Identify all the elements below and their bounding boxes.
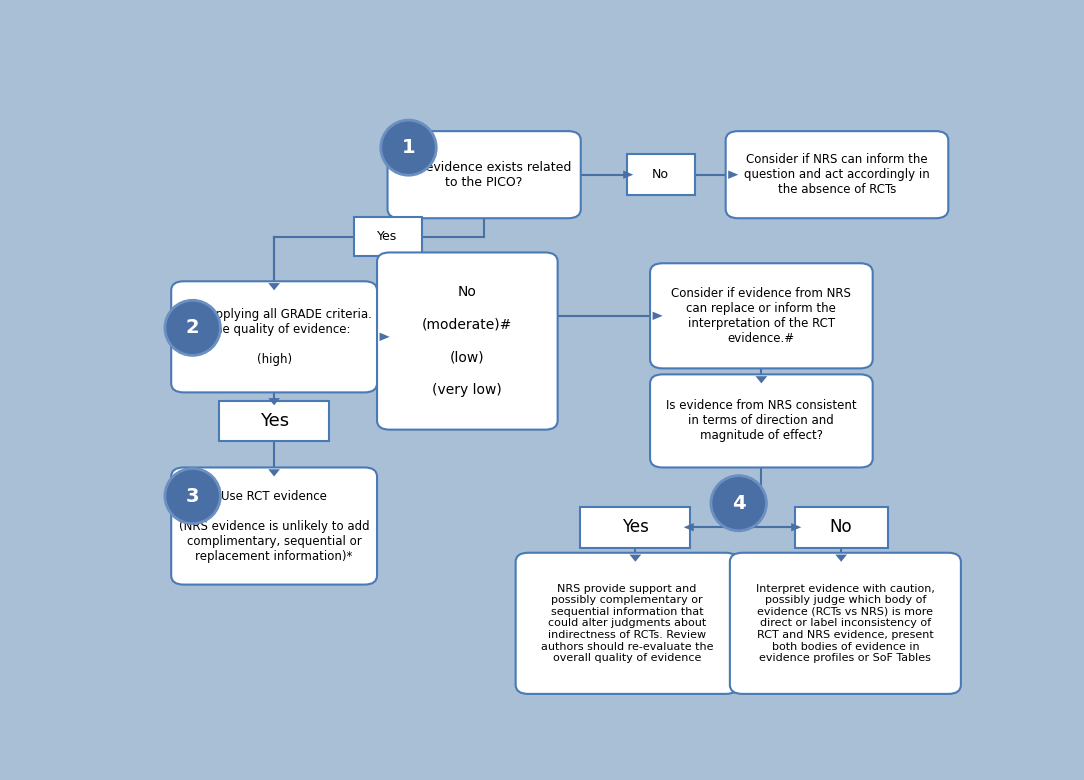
Text: After applying all GRADE criteria.
Is the quality of evidence:

(high): After applying all GRADE criteria. Is th…: [177, 308, 372, 366]
FancyBboxPatch shape: [580, 507, 691, 548]
Text: Consider if NRS can inform the
question and act accordingly in
the absence of RC: Consider if NRS can inform the question …: [744, 153, 930, 197]
Text: 4: 4: [732, 494, 746, 512]
FancyBboxPatch shape: [171, 467, 377, 584]
Text: Yes: Yes: [622, 518, 649, 536]
FancyBboxPatch shape: [627, 154, 695, 195]
Polygon shape: [379, 332, 389, 341]
Text: NRS provide support and
possibly complementary or
sequential information that
co: NRS provide support and possibly complem…: [541, 583, 713, 663]
FancyBboxPatch shape: [377, 253, 557, 430]
FancyBboxPatch shape: [730, 553, 960, 694]
FancyBboxPatch shape: [219, 400, 330, 441]
FancyBboxPatch shape: [650, 264, 873, 368]
Polygon shape: [728, 171, 738, 179]
Polygon shape: [653, 312, 662, 320]
Text: 2: 2: [185, 318, 199, 337]
Ellipse shape: [711, 476, 766, 530]
Text: Yes: Yes: [259, 412, 288, 430]
Text: Consider if evidence from NRS
can replace or inform the
interpretation of the RC: Consider if evidence from NRS can replac…: [671, 287, 851, 345]
FancyBboxPatch shape: [795, 507, 888, 548]
Polygon shape: [791, 523, 801, 531]
Polygon shape: [623, 171, 633, 179]
Ellipse shape: [380, 120, 436, 176]
Text: No: No: [653, 168, 669, 181]
Text: No

(moderate)#

(low)

(very low): No (moderate)# (low) (very low): [422, 285, 513, 397]
FancyBboxPatch shape: [725, 131, 948, 218]
Text: 3: 3: [185, 487, 199, 505]
Ellipse shape: [165, 300, 220, 356]
FancyBboxPatch shape: [650, 374, 873, 467]
Polygon shape: [268, 470, 280, 477]
Polygon shape: [684, 523, 694, 531]
FancyBboxPatch shape: [171, 282, 377, 392]
Text: 1: 1: [402, 138, 415, 157]
FancyBboxPatch shape: [353, 218, 422, 256]
FancyBboxPatch shape: [388, 131, 581, 218]
Polygon shape: [630, 555, 642, 562]
Text: Use RCT evidence

(NRS evidence is unlikely to add
complimentary, sequential or
: Use RCT evidence (NRS evidence is unlike…: [179, 490, 370, 562]
Polygon shape: [836, 555, 847, 562]
Polygon shape: [268, 398, 280, 406]
Ellipse shape: [165, 469, 220, 523]
FancyBboxPatch shape: [516, 553, 738, 694]
Text: Is evidence from NRS consistent
in terms of direction and
magnitude of effect?: Is evidence from NRS consistent in terms…: [666, 399, 856, 442]
Polygon shape: [756, 376, 767, 384]
Text: Yes: Yes: [377, 230, 398, 243]
Text: Interpret evidence with caution,
possibly judge which body of
evidence (RCTs vs : Interpret evidence with caution, possibl…: [756, 583, 934, 663]
Polygon shape: [268, 283, 280, 290]
Text: No: No: [830, 518, 852, 536]
Text: RCT evidence exists related
to the PICO?: RCT evidence exists related to the PICO?: [397, 161, 571, 189]
